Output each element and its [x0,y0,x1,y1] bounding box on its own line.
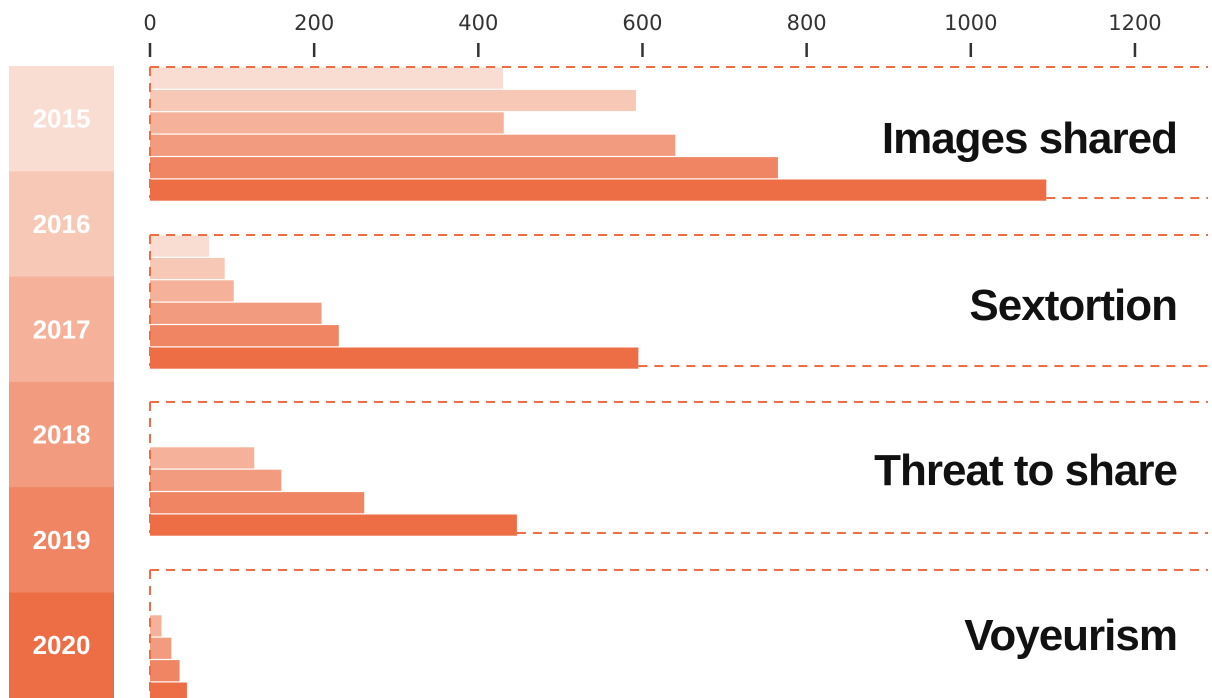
group-label: Images shared [882,114,1177,163]
legend-label-2015: 2015 [33,104,91,134]
bar-sextortion-2018 [150,302,322,324]
year-legend: 2015 2016 2017 2018 2019 2020 [9,66,114,698]
legend-label-2016: 2016 [33,209,91,239]
bar-voyeurism-2020 [150,682,187,698]
group-label: Voyeurism [964,611,1177,660]
bar-voyeurism-2019 [150,660,180,682]
bar-images-shared-2016 [150,89,636,112]
legend-label-2019: 2019 [33,525,91,555]
legend-label-2017: 2017 [33,314,91,344]
bar-sextortion-2020 [150,347,639,369]
bar-sextortion-2015 [150,235,210,257]
x-tick-label: 600 [622,11,662,35]
x-tick-label: 1000 [944,11,997,35]
legend-label-2020: 2020 [33,630,91,660]
bar-groups: Images shared Sextortion Threat to share Vo… [149,66,1208,698]
legend-swatch-2015 [9,66,114,172]
legend-swatch-2020 [9,592,114,698]
x-axis: 0 200 400 600 800 1000 1200 [143,11,1162,57]
legend-label-2018: 2018 [33,420,91,450]
x-tick-label: 200 [294,11,334,35]
bar-images-shared-2018 [150,134,676,156]
bar-threat-to-share-2017 [150,447,255,469]
bar-threat-to-share-2019 [150,492,365,514]
bar-images-shared-2019 [150,157,778,179]
legend-swatch-2017 [9,276,114,383]
bar-images-shared-2020 [150,179,1047,201]
bar-images-shared-2015 [150,67,503,89]
group-images-shared: Images shared [149,66,1208,201]
bar-threat-to-share-2018 [150,469,282,491]
legend-swatch-2019 [9,487,114,593]
bar-images-shared-2017 [150,112,504,134]
group-threat-to-share: Threat to share [149,401,1208,536]
x-tick-label: 400 [458,11,498,35]
legend-swatch-2018 [9,381,114,488]
group-voyeurism: Voyeurism [149,569,1208,698]
legend-swatch-2016 [9,171,114,278]
bar-voyeurism-2018 [150,637,172,659]
x-tick-label: 0 [143,11,156,35]
group-sextortion: Sextortion [149,234,1208,369]
bar-voyeurism-2017 [150,615,162,637]
x-tick-label: 800 [787,11,827,35]
bar-threat-to-share-2020 [150,514,517,536]
bar-sextortion-2017 [150,280,234,302]
bar-sextortion-2016 [150,257,225,280]
group-label: Sextortion [969,281,1177,330]
group-label: Threat to share [874,446,1177,495]
bar-sextortion-2019 [150,325,339,347]
x-tick-label: 1200 [1108,11,1161,35]
